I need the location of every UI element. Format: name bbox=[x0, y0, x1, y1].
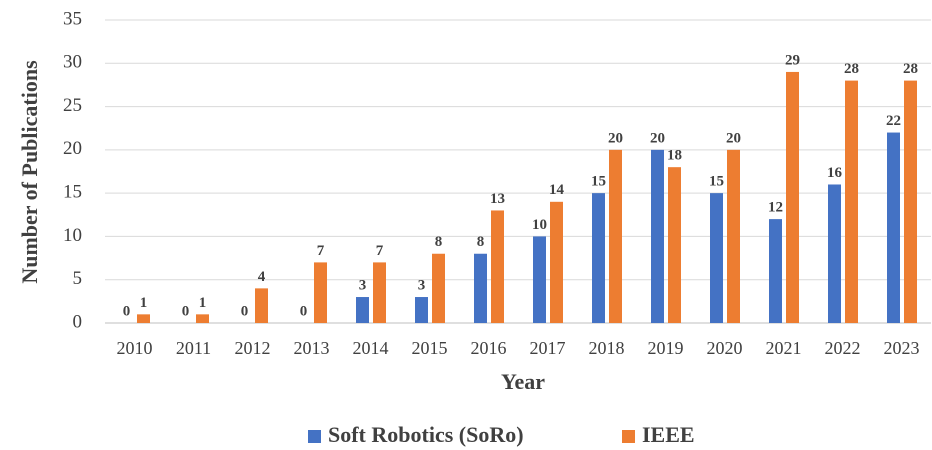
data-label: 3 bbox=[418, 277, 426, 293]
legend-label: Soft Robotics (SoRo) bbox=[328, 422, 524, 447]
data-label: 28 bbox=[903, 61, 918, 77]
data-label: 0 bbox=[182, 303, 190, 319]
x-tick-label: 2014 bbox=[353, 338, 389, 358]
bar bbox=[137, 314, 150, 323]
legend-label: IEEE bbox=[642, 422, 695, 447]
data-label: 14 bbox=[549, 182, 565, 198]
data-label: 8 bbox=[435, 234, 443, 250]
x-tick-label: 2016 bbox=[471, 338, 507, 358]
y-tick-label: 35 bbox=[63, 8, 82, 29]
bar bbox=[415, 297, 428, 323]
data-label: 1 bbox=[140, 295, 148, 311]
bar bbox=[845, 80, 858, 323]
bar bbox=[887, 132, 900, 323]
x-tick-label: 2020 bbox=[707, 338, 743, 358]
bar bbox=[314, 262, 327, 323]
bar bbox=[373, 262, 386, 323]
data-label: 0 bbox=[241, 303, 249, 319]
bar bbox=[668, 167, 681, 323]
data-label: 4 bbox=[258, 269, 266, 285]
data-label: 20 bbox=[608, 130, 623, 146]
data-label: 0 bbox=[300, 303, 308, 319]
bar bbox=[491, 210, 504, 323]
bar bbox=[533, 236, 546, 323]
data-label: 15 bbox=[591, 174, 606, 190]
data-label: 15 bbox=[709, 174, 724, 190]
x-tick-label: 2013 bbox=[294, 338, 330, 358]
x-tick-label: 2017 bbox=[530, 338, 566, 358]
bar bbox=[710, 193, 723, 323]
y-tick-label: 20 bbox=[63, 138, 82, 159]
bar bbox=[592, 193, 605, 323]
x-tick-label: 2010 bbox=[117, 338, 153, 358]
y-axis-label: Number of Publications bbox=[17, 60, 42, 284]
bar bbox=[356, 297, 369, 323]
data-label: 8 bbox=[477, 234, 485, 250]
bar bbox=[786, 71, 799, 323]
bar bbox=[432, 253, 445, 323]
y-tick-label: 0 bbox=[73, 311, 83, 332]
bar bbox=[828, 184, 841, 323]
legend-swatch bbox=[308, 430, 321, 443]
bar bbox=[727, 149, 740, 323]
data-label: 7 bbox=[317, 243, 325, 259]
bar bbox=[651, 149, 664, 323]
data-label: 20 bbox=[650, 130, 665, 146]
y-tick-label: 5 bbox=[73, 268, 83, 289]
bar bbox=[609, 149, 622, 323]
y-tick-label: 25 bbox=[63, 95, 82, 116]
bar bbox=[474, 253, 487, 323]
data-label: 3 bbox=[359, 277, 367, 293]
data-label: 13 bbox=[490, 191, 505, 207]
x-tick-label: 2012 bbox=[235, 338, 271, 358]
data-label: 0 bbox=[123, 303, 131, 319]
bar bbox=[196, 314, 209, 323]
x-tick-label: 2022 bbox=[825, 338, 861, 358]
x-tick-label: 2015 bbox=[412, 338, 448, 358]
x-tick-label: 2023 bbox=[884, 338, 920, 358]
x-tick-label: 2011 bbox=[176, 338, 211, 358]
bar bbox=[255, 288, 268, 323]
data-label: 12 bbox=[768, 200, 783, 216]
bar bbox=[769, 219, 782, 323]
x-tick-label: 2019 bbox=[648, 338, 684, 358]
data-label: 28 bbox=[844, 61, 859, 77]
data-label: 20 bbox=[726, 130, 741, 146]
bar bbox=[550, 201, 563, 323]
y-tick-label: 10 bbox=[63, 225, 82, 246]
legend-swatch bbox=[622, 430, 635, 443]
bar bbox=[904, 80, 917, 323]
data-label: 16 bbox=[827, 165, 843, 181]
data-label: 18 bbox=[667, 148, 682, 164]
y-tick-label: 30 bbox=[63, 52, 82, 73]
data-label: 1 bbox=[199, 295, 207, 311]
y-tick-label: 15 bbox=[63, 182, 82, 203]
data-label: 29 bbox=[785, 52, 800, 68]
data-label: 7 bbox=[376, 243, 384, 259]
x-tick-label: 2021 bbox=[766, 338, 802, 358]
x-tick-label: 2018 bbox=[589, 338, 625, 358]
data-label: 22 bbox=[886, 113, 901, 129]
x-axis-label: Year bbox=[501, 369, 545, 394]
data-label: 10 bbox=[532, 217, 547, 233]
